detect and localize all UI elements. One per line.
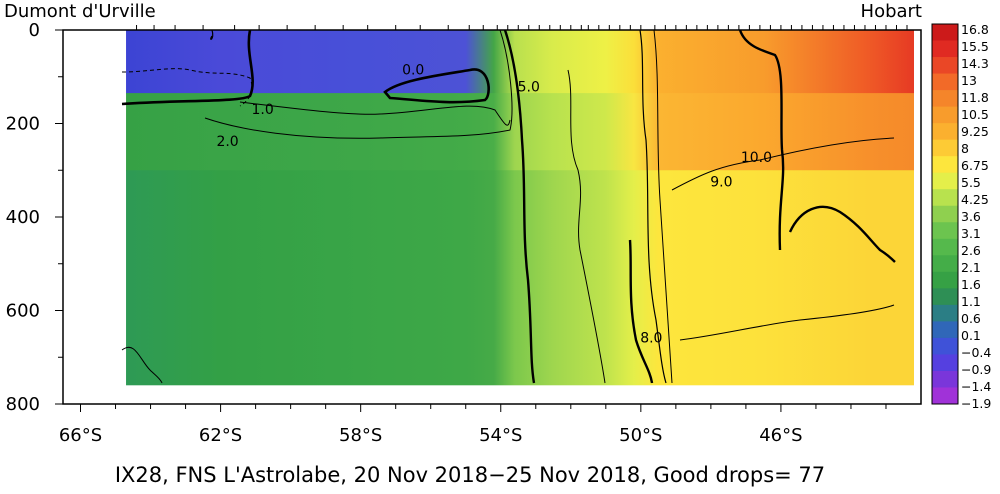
colorbar-swatch [932, 156, 958, 174]
colorbar-label: −0.4 [961, 345, 991, 360]
colorbar-swatch [932, 271, 958, 289]
colorbar-swatch [932, 123, 958, 141]
x-tick-label: 62°S [199, 425, 242, 446]
contour-zero-west [121, 29, 254, 106]
contour-minus-a [210, 29, 214, 40]
colorbar-label: 11.8 [961, 90, 989, 105]
contour-ten-west [738, 29, 785, 251]
contour-labels: 0.0 1.0 2.0 5.0 8.0 9.0 10.0 [216, 62, 772, 346]
heatmap-band-top [126, 30, 914, 95]
colorbar-label: 0.6 [961, 311, 981, 326]
colorbar-label: 5.5 [961, 175, 981, 190]
contour-deep-west [121, 347, 163, 384]
contour-label: 1.0 [251, 102, 273, 118]
y-tick-label: 400 [6, 207, 40, 228]
chart-title: IX28, FNS L'Astrolabe, 20 Nov 2018−25 No… [115, 463, 825, 487]
colorbar-label: 13 [961, 73, 977, 88]
left-location-label: Dumont d'Urville [4, 1, 156, 22]
colorbar-swatch [932, 354, 958, 372]
colorbar-label: −0.9 [961, 362, 991, 377]
colorbar-swatch [932, 387, 958, 405]
colorbar-label: 8 [961, 141, 969, 156]
contour-ten-east [788, 205, 896, 263]
colorbar-swatch [932, 73, 958, 91]
colorbar: 16.8 15.5 14.3 13 11.8 10.5 9.25 8 6.75 5.5 4.25 3.… [931, 22, 991, 411]
x-tick-label: 66°S [59, 425, 102, 446]
contour-eight [653, 29, 673, 384]
colorbar-label: 4.25 [961, 192, 989, 207]
colorbar-label: 1.1 [961, 294, 981, 309]
contour-label: 8.0 [640, 330, 662, 346]
colorbar-swatch [932, 337, 958, 355]
colorbar-swatch [932, 304, 958, 322]
colorbar-label: 9.25 [961, 124, 989, 139]
heatmap-band-deep [126, 170, 914, 386]
y-tick-label: 200 [6, 114, 40, 135]
colorbar-label: 3.1 [961, 226, 981, 241]
colorbar-swatch [932, 24, 958, 42]
y-tick-label: 800 [6, 394, 40, 415]
x-tick-label: 46°S [759, 425, 802, 446]
contour-five-inner [567, 69, 606, 384]
colorbar-swatch [932, 172, 958, 190]
colorbar-swatch [932, 238, 958, 256]
contour-label: 5.0 [518, 80, 540, 96]
contour-label: 2.0 [216, 134, 238, 150]
contour-label: 10.0 [741, 150, 772, 166]
colorbar-label: −1.9 [961, 396, 991, 411]
colorbar-frame [931, 23, 959, 405]
contour-six [628, 239, 654, 384]
colorbar-label: 10.5 [961, 107, 989, 122]
colorbar-swatch [932, 255, 958, 273]
colorbar-label: 6.75 [961, 158, 989, 173]
colorbar-label: 16.8 [961, 22, 989, 37]
colorbar-swatch [932, 288, 958, 306]
contour-five-west [503, 29, 536, 384]
colorbar-swatch [932, 40, 958, 58]
colorbar-label: 14.3 [961, 56, 989, 71]
contour-zero [383, 68, 490, 104]
colorbar-swatch [932, 106, 958, 124]
x-tick-label: 50°S [619, 425, 662, 446]
colorbar-swatch [932, 205, 958, 223]
right-location-label: Hobart [861, 1, 922, 22]
contour-label: 9.0 [710, 175, 732, 191]
colorbar-label: 1.6 [961, 277, 981, 292]
colorbar-swatch [932, 222, 958, 240]
y-tick-label: 0 [29, 20, 40, 41]
x-tick-label: 54°S [479, 425, 522, 446]
x-axis: 66°S 62°S 58°S 54°S 50°S 46°S [59, 404, 887, 446]
colorbar-swatch [932, 189, 958, 207]
contour-two [204, 29, 513, 139]
y-axis: 0 200 400 600 800 [6, 20, 63, 415]
isotherm-contours [121, 29, 896, 384]
contour-nine [671, 137, 895, 191]
colorbar-label: 2.1 [961, 260, 981, 275]
contour-label: 0.0 [402, 62, 424, 78]
y-tick-label: 600 [6, 301, 40, 322]
colorbar-swatch [932, 57, 958, 75]
colorbar-label: 0.1 [961, 328, 981, 343]
colorbar-swatch [932, 90, 958, 108]
colorbar-label: 3.6 [961, 209, 981, 224]
colorbar-swatch [932, 370, 958, 388]
colorbar-swatch [932, 321, 958, 339]
colorbar-label: 2.6 [961, 243, 981, 258]
colorbar-label: 15.5 [961, 39, 989, 54]
colorbar-label: −1.4 [961, 379, 991, 394]
colorbar-swatch [932, 139, 958, 157]
station-ticks [136, 25, 908, 30]
contour-seven [639, 29, 667, 384]
contour-one [239, 101, 511, 126]
contour-eight-east [679, 304, 895, 341]
x-tick-label: 58°S [339, 425, 382, 446]
